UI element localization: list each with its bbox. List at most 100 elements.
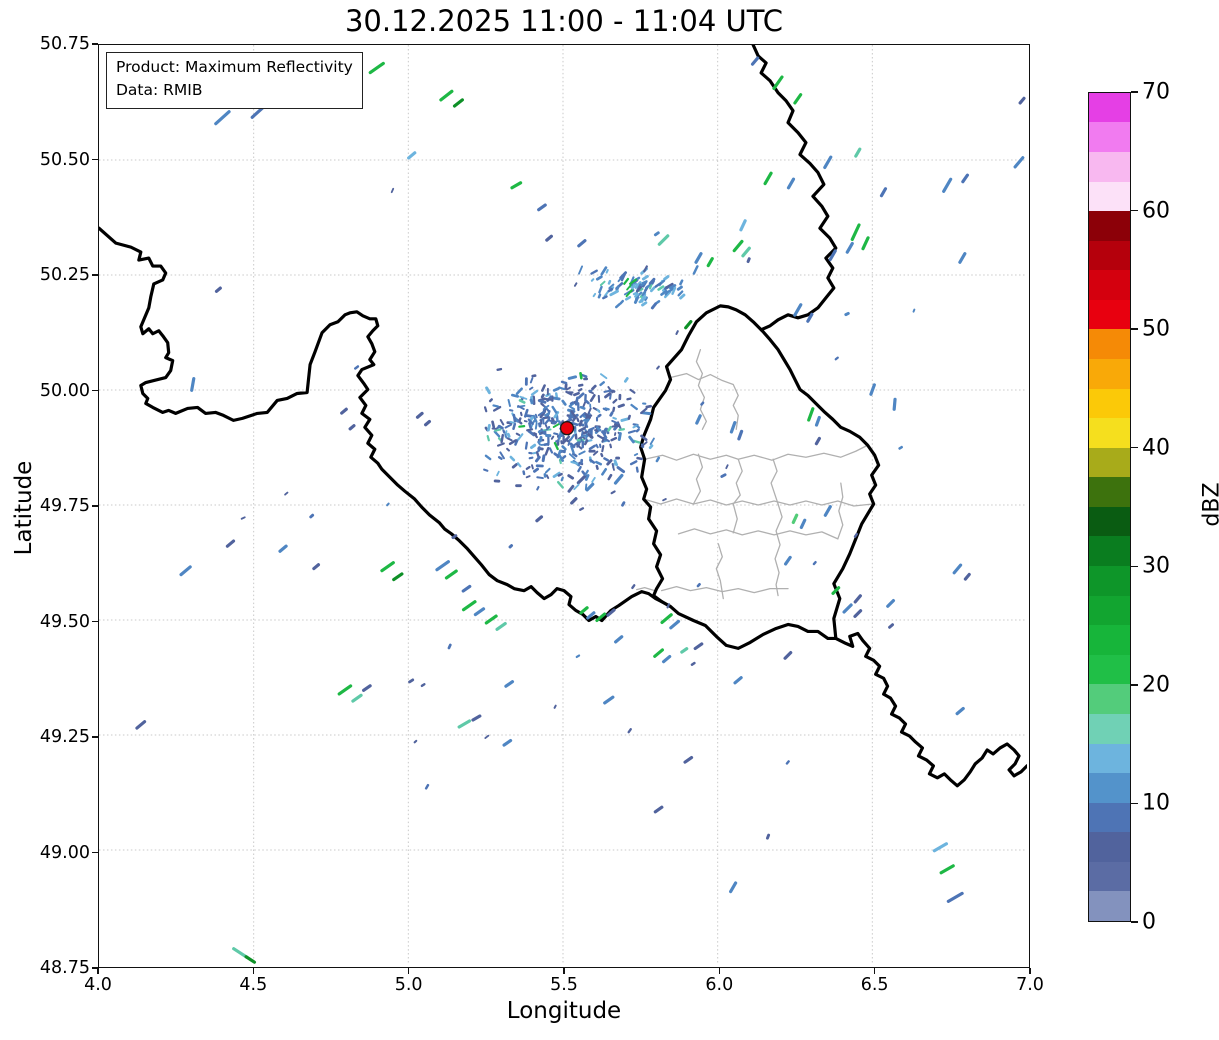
- colorbar-segment: [1089, 477, 1130, 507]
- radar-echo: [312, 563, 321, 571]
- radar-echo: [408, 678, 415, 684]
- radar-echo: [582, 430, 588, 435]
- radar-echo: [783, 651, 793, 660]
- colorbar-label: dBZ: [1199, 482, 1219, 527]
- radar-echo: [491, 420, 496, 429]
- axis-tick: [718, 968, 721, 974]
- radar-echo: [575, 654, 581, 659]
- radar-echo: [567, 375, 578, 380]
- radar-echo: [626, 284, 632, 291]
- colorbar-segment: [1089, 773, 1130, 803]
- radar-echo: [590, 269, 598, 275]
- radar-echo: [892, 397, 897, 411]
- radar-echo: [737, 429, 744, 441]
- radar-echo: [612, 416, 617, 420]
- radar-echo: [606, 608, 616, 617]
- radar-echo: [635, 466, 639, 473]
- radar-echo: [518, 424, 526, 428]
- radar-echo: [512, 422, 517, 431]
- x-tick-label: 4.0: [84, 975, 112, 995]
- radar-echo: [553, 411, 560, 419]
- x-tick-label: 4.5: [239, 975, 268, 995]
- radar-echo: [632, 291, 638, 296]
- axis-tick: [92, 505, 98, 507]
- axis-tick: [92, 43, 98, 45]
- colorbar-segment: [1089, 832, 1130, 862]
- radar-echo: [632, 439, 641, 444]
- colorbar-segment: [1089, 802, 1130, 833]
- radar-echo: [675, 330, 679, 336]
- colorbar-tick: [1131, 209, 1138, 212]
- colorbar-segment: [1089, 92, 1130, 123]
- radar-echo: [591, 476, 596, 483]
- axis-tick: [252, 968, 255, 974]
- axis-tick: [92, 389, 98, 392]
- radar-echo: [1013, 156, 1025, 169]
- y-tick-label: 50.00: [39, 380, 90, 401]
- radar-echo: [607, 279, 612, 285]
- colorbar-segment: [1089, 181, 1130, 212]
- radar-echo: [655, 456, 661, 463]
- radar-echo: [570, 497, 578, 505]
- colorbar-segment: [1089, 595, 1130, 626]
- radar-echo: [351, 693, 363, 703]
- radar-echo: [602, 295, 608, 300]
- radar-echo: [552, 422, 561, 428]
- radar-echo: [609, 411, 614, 417]
- radar-echo: [599, 280, 606, 287]
- radar-echo: [309, 513, 315, 519]
- radar-echo: [544, 424, 548, 428]
- radar-echo: [497, 424, 504, 430]
- radar-echo: [584, 421, 589, 428]
- radar-echo: [634, 293, 639, 298]
- radar-echo: [214, 110, 231, 126]
- radar-echo: [569, 442, 576, 449]
- radar-echo: [599, 381, 605, 387]
- radar-echo: [657, 234, 670, 246]
- radar-echo: [585, 482, 595, 492]
- colorbar-tick-label: 10: [1142, 790, 1170, 816]
- radar-echo: [278, 544, 288, 553]
- radar-echo: [566, 386, 572, 391]
- radar-echo: [568, 402, 575, 408]
- radar-echo: [772, 75, 784, 91]
- colorbar-segment: [1089, 684, 1130, 714]
- radar-echo: [588, 426, 595, 432]
- admin-border: [660, 585, 789, 594]
- radar-echo: [577, 383, 584, 387]
- radar-echo: [679, 293, 686, 300]
- radar-echo: [604, 407, 610, 411]
- radar-echo: [506, 437, 513, 442]
- radar-echo: [543, 442, 550, 447]
- colorbar-segment: [1089, 240, 1130, 271]
- radar-echo: [540, 393, 545, 399]
- x-tick-label: 5.0: [394, 975, 423, 995]
- colorbar-segment: [1089, 270, 1130, 300]
- radar-echo: [643, 265, 648, 273]
- radar-echo: [588, 444, 596, 451]
- radar-echo: [650, 302, 657, 310]
- radar-echo: [609, 443, 613, 449]
- product-label: Product: Maximum Reflectivity: [116, 58, 353, 76]
- radar-echo: [700, 401, 705, 406]
- radar-echo: [632, 424, 639, 429]
- radar-echo: [618, 428, 625, 432]
- radar-echo: [523, 408, 529, 418]
- radar-echo: [640, 441, 648, 448]
- axis-tick: [1029, 968, 1031, 974]
- radar-echo: [517, 405, 525, 411]
- chart-title: 30.12.2025 11:00 - 11:04 UTC: [344, 4, 784, 38]
- radar-echo: [473, 607, 486, 617]
- radar-echo: [386, 502, 390, 507]
- radar-echo: [596, 434, 604, 439]
- radar-echo: [354, 365, 360, 370]
- radar-echo: [471, 714, 482, 722]
- radar-echo: [225, 539, 236, 548]
- radar-echo: [558, 458, 562, 465]
- radar-echo: [524, 441, 529, 450]
- radar-echo: [551, 420, 557, 425]
- radar-echo: [958, 252, 967, 264]
- radar-echo: [653, 648, 664, 658]
- radar-echo: [533, 432, 538, 436]
- radar-echo: [649, 437, 655, 446]
